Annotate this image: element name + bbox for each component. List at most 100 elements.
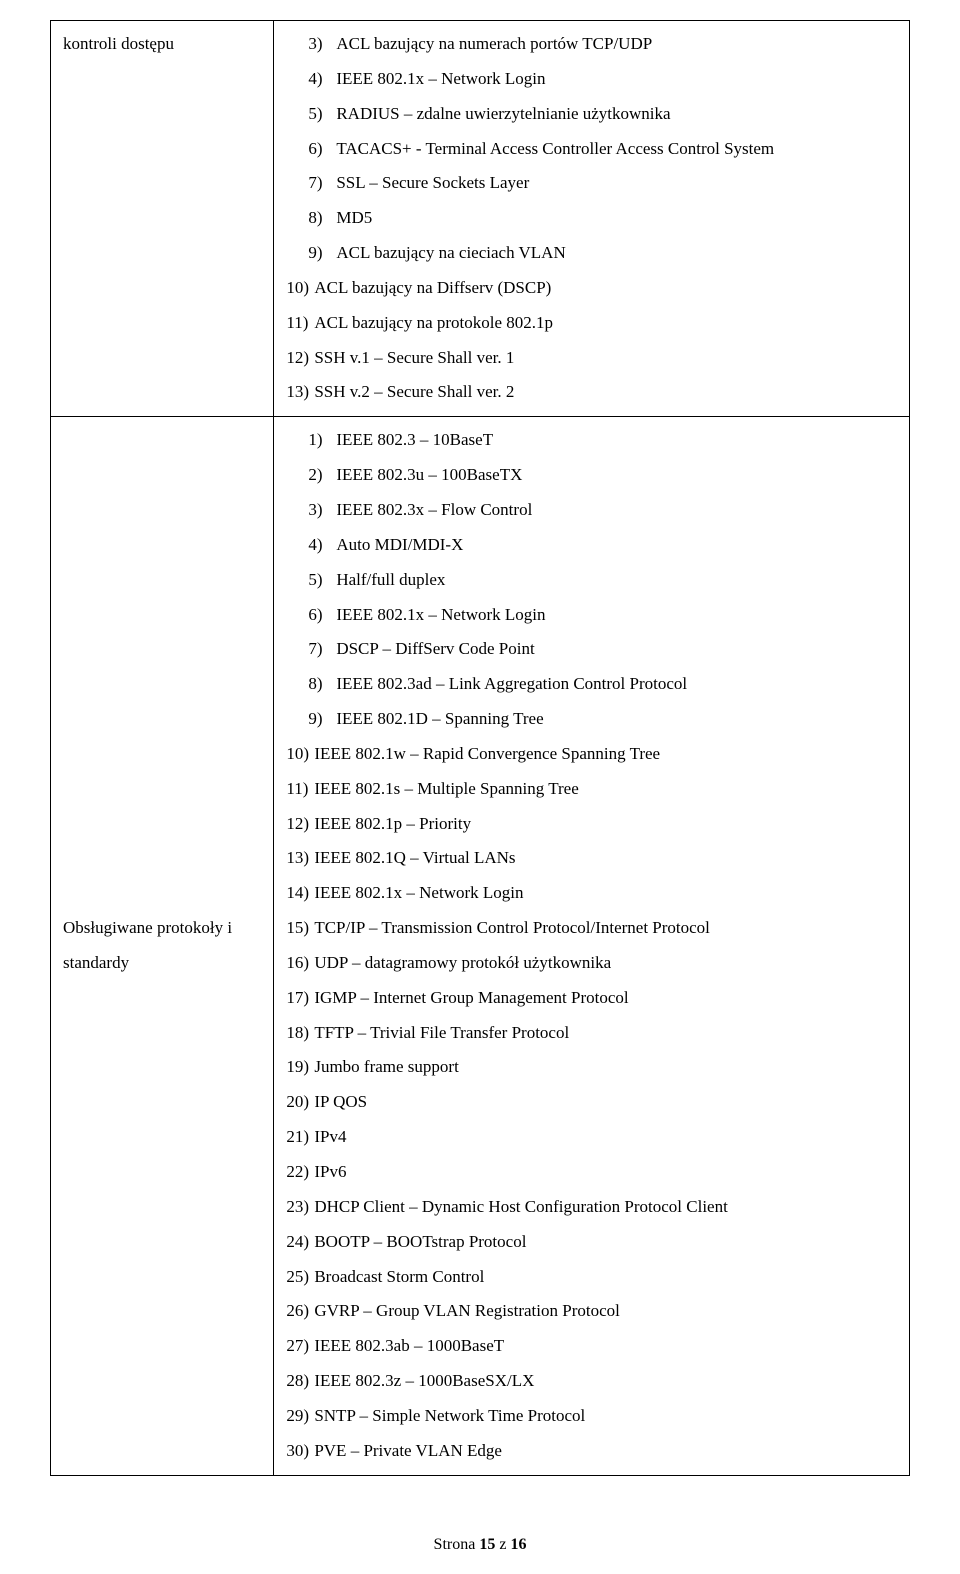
row-label: Obsługiwane protokoły i standardy bbox=[63, 911, 261, 981]
list-item: 5)Half/full duplex bbox=[286, 563, 897, 598]
row-content-cell: 1)IEEE 802.3 – 10BaseT2)IEEE 802.3u – 10… bbox=[274, 417, 910, 1475]
item-number: 7) bbox=[308, 632, 336, 667]
table-row: kontroli dostępu 3)ACL bazujący na numera… bbox=[51, 21, 910, 417]
item-number: 27) bbox=[286, 1329, 314, 1364]
item-number: 5) bbox=[308, 563, 336, 598]
item-number: 4) bbox=[308, 62, 336, 97]
item-text: GVRP – Group VLAN Registration Protocol bbox=[314, 1301, 620, 1320]
item-number: 19) bbox=[286, 1050, 314, 1085]
item-text: UDP – datagramowy protokół użytkownika bbox=[314, 953, 611, 972]
item-number: 9) bbox=[308, 702, 336, 737]
list-item: 3)IEEE 802.3x – Flow Control bbox=[286, 493, 897, 528]
list-item: 20)IP QOS bbox=[286, 1085, 897, 1120]
item-number: 24) bbox=[286, 1225, 314, 1260]
list-item: 12)SSH v.1 – Secure Shall ver. 1 bbox=[286, 341, 897, 376]
list-item: 11)ACL bazujący na protokole 802.1p bbox=[286, 306, 897, 341]
row-label: kontroli dostępu bbox=[63, 27, 261, 62]
item-text: IEEE 802.3ad – Link Aggregation Control … bbox=[336, 674, 687, 693]
item-text: SSH v.1 – Secure Shall ver. 1 bbox=[314, 348, 514, 367]
item-number: 8) bbox=[308, 667, 336, 702]
item-number: 10) bbox=[286, 271, 314, 306]
list-item: 10)ACL bazujący na Diffserv (DSCP) bbox=[286, 271, 897, 306]
item-number: 6) bbox=[308, 598, 336, 633]
list-item: 9)ACL bazujący na cieciach VLAN bbox=[286, 236, 897, 271]
item-text: ACL bazujący na Diffserv (DSCP) bbox=[314, 278, 551, 297]
item-text: MD5 bbox=[336, 208, 372, 227]
item-text: ACL bazujący na protokole 802.1p bbox=[314, 313, 553, 332]
item-text: IEEE 802.1x – Network Login bbox=[336, 605, 545, 624]
list-item: 6)TACACS+ - Terminal Access Controller A… bbox=[286, 132, 897, 167]
item-text: SSH v.2 – Secure Shall ver. 2 bbox=[314, 382, 514, 401]
item-number: 6) bbox=[308, 132, 336, 167]
item-number: 16) bbox=[286, 946, 314, 981]
list-item: 23)DHCP Client – Dynamic Host Configurat… bbox=[286, 1190, 897, 1225]
item-text: Jumbo frame support bbox=[314, 1057, 458, 1076]
item-number: 3) bbox=[308, 27, 336, 62]
item-number: 14) bbox=[286, 876, 314, 911]
list-item: 8)IEEE 802.3ad – Link Aggregation Contro… bbox=[286, 667, 897, 702]
list-item: 8)MD5 bbox=[286, 201, 897, 236]
item-number: 17) bbox=[286, 981, 314, 1016]
item-number: 4) bbox=[308, 528, 336, 563]
item-text: PVE – Private VLAN Edge bbox=[314, 1441, 502, 1460]
list-item: 12)IEEE 802.1p – Priority bbox=[286, 807, 897, 842]
item-number: 8) bbox=[308, 201, 336, 236]
list-item: 7)DSCP – DiffServ Code Point bbox=[286, 632, 897, 667]
item-text: DSCP – DiffServ Code Point bbox=[336, 639, 534, 658]
item-text: IEEE 802.1x – Network Login bbox=[336, 69, 545, 88]
list-item: 27)IEEE 802.3ab – 1000BaseT bbox=[286, 1329, 897, 1364]
list-item: 11)IEEE 802.1s – Multiple Spanning Tree bbox=[286, 772, 897, 807]
item-text: SSL – Secure Sockets Layer bbox=[336, 173, 529, 192]
item-number: 20) bbox=[286, 1085, 314, 1120]
row-label-cell: Obsługiwane protokoły i standardy bbox=[51, 417, 274, 1475]
list-item: 10)IEEE 802.1w – Rapid Convergence Spann… bbox=[286, 737, 897, 772]
item-number: 25) bbox=[286, 1260, 314, 1295]
item-number: 3) bbox=[308, 493, 336, 528]
item-text: IP QOS bbox=[314, 1092, 367, 1111]
item-number: 18) bbox=[286, 1016, 314, 1051]
list-item: 18)TFTP – Trivial File Transfer Protocol bbox=[286, 1016, 897, 1051]
item-number: 11) bbox=[286, 772, 314, 807]
list-item: 19)Jumbo frame support bbox=[286, 1050, 897, 1085]
item-number: 21) bbox=[286, 1120, 314, 1155]
list-item: 16)UDP – datagramowy protokół użytkownik… bbox=[286, 946, 897, 981]
item-text: BOOTP – BOOTstrap Protocol bbox=[314, 1232, 526, 1251]
item-number: 13) bbox=[286, 375, 314, 410]
row-label-cell: kontroli dostępu bbox=[51, 21, 274, 417]
list-item: 30)PVE – Private VLAN Edge bbox=[286, 1434, 897, 1469]
item-text: DHCP Client – Dynamic Host Configuration… bbox=[314, 1197, 728, 1216]
item-number: 23) bbox=[286, 1190, 314, 1225]
item-number: 11) bbox=[286, 306, 314, 341]
item-text: IPv4 bbox=[314, 1127, 346, 1146]
footer-sep: z bbox=[495, 1536, 510, 1553]
list-item: 4)IEEE 802.1x – Network Login bbox=[286, 62, 897, 97]
item-number: 5) bbox=[308, 97, 336, 132]
list-item: 5)RADIUS – zdalne uwierzytelnianie użytk… bbox=[286, 97, 897, 132]
list-item: 6)IEEE 802.1x – Network Login bbox=[286, 598, 897, 633]
footer-page: 15 bbox=[479, 1536, 495, 1553]
list-item: 22)IPv6 bbox=[286, 1155, 897, 1190]
item-text: IEEE 802.3ab – 1000BaseT bbox=[314, 1336, 504, 1355]
item-text: Auto MDI/MDI-X bbox=[336, 535, 463, 554]
item-text: ACL bazujący na cieciach VLAN bbox=[336, 243, 565, 262]
list-item: 24)BOOTP – BOOTstrap Protocol bbox=[286, 1225, 897, 1260]
list-item: 13)IEEE 802.1Q – Virtual LANs bbox=[286, 841, 897, 876]
item-text: IEEE 802.3x – Flow Control bbox=[336, 500, 532, 519]
row-content-cell: 3)ACL bazujący na numerach portów TCP/UD… bbox=[274, 21, 910, 417]
item-text: RADIUS – zdalne uwierzytelnianie użytkow… bbox=[336, 104, 670, 123]
item-number: 9) bbox=[308, 236, 336, 271]
list-item: 14)IEEE 802.1x – Network Login bbox=[286, 876, 897, 911]
list-item: 2)IEEE 802.3u – 100BaseTX bbox=[286, 458, 897, 493]
item-text: Broadcast Storm Control bbox=[314, 1267, 484, 1286]
item-text: IEEE 802.1s – Multiple Spanning Tree bbox=[314, 779, 578, 798]
item-text: IEEE 802.1w – Rapid Convergence Spanning… bbox=[314, 744, 660, 763]
item-text: IEEE 802.1D – Spanning Tree bbox=[336, 709, 543, 728]
list-item: 26)GVRP – Group VLAN Registration Protoc… bbox=[286, 1294, 897, 1329]
item-text: IEEE 802.1Q – Virtual LANs bbox=[314, 848, 515, 867]
item-text: IEEE 802.3u – 100BaseTX bbox=[336, 465, 522, 484]
item-number: 13) bbox=[286, 841, 314, 876]
item-text: IGMP – Internet Group Management Protoco… bbox=[314, 988, 628, 1007]
list-item: 7)SSL – Secure Sockets Layer bbox=[286, 166, 897, 201]
item-text: TACACS+ - Terminal Access Controller Acc… bbox=[336, 139, 774, 158]
page-footer: Strona 15 z 16 bbox=[50, 1536, 910, 1554]
